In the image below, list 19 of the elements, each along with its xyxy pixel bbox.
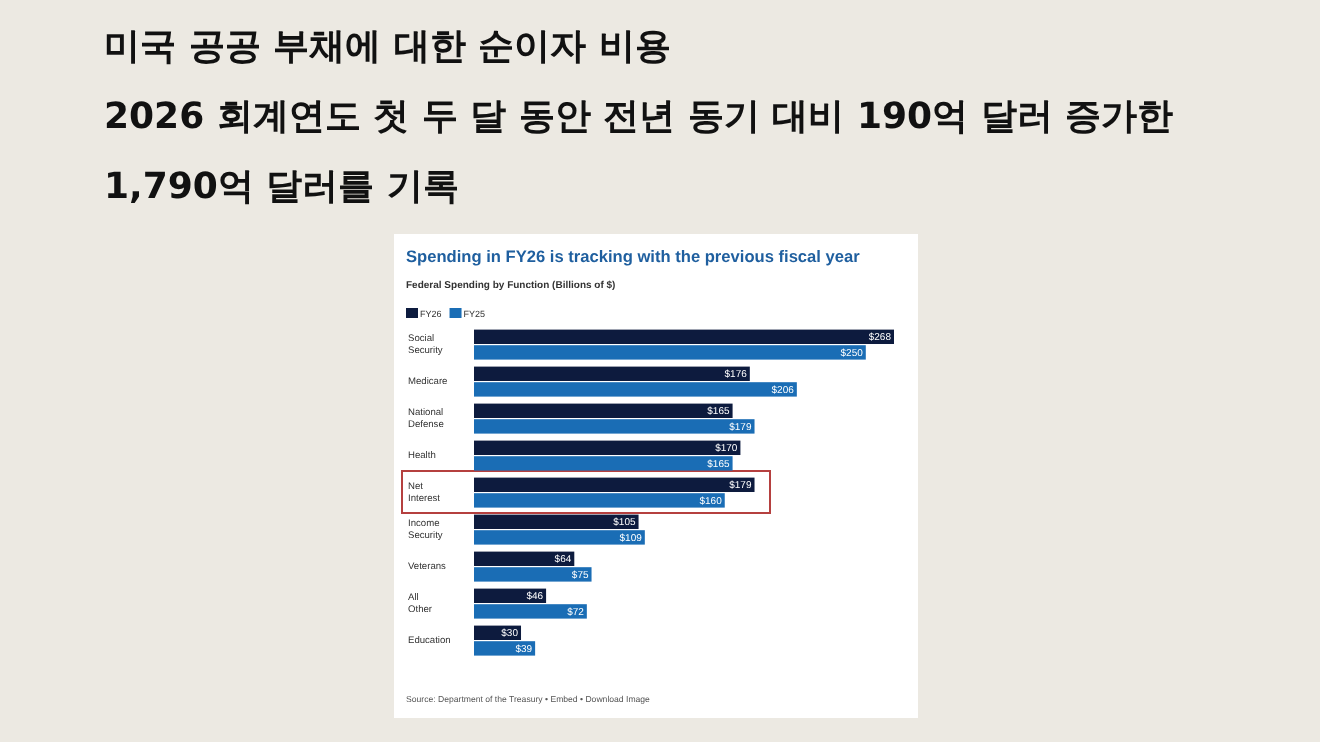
bar [474, 530, 645, 545]
bar [474, 567, 592, 582]
bar [474, 477, 755, 492]
bar [474, 329, 894, 344]
bar [474, 456, 733, 471]
bar [474, 514, 639, 529]
chart-title: 미국 공공 부채에 대한 순이자 비용 [104, 24, 673, 72]
bar [474, 382, 797, 397]
bar [474, 604, 587, 619]
bar [474, 493, 725, 508]
bar [474, 641, 536, 656]
bar [474, 419, 755, 434]
chart-subtitle: 2026 회계연도 첫 두 달 동안 전년 동기 대비 190억 달러 증가한 1,790억 달러를 기록 [104, 94, 1176, 212]
bar [474, 440, 741, 455]
bar [474, 403, 733, 418]
bar [474, 366, 750, 381]
bar [474, 345, 866, 360]
bar [474, 551, 575, 566]
text: Spending in FY26 is tracking with the previous fiscal year [406, 246, 862, 266]
